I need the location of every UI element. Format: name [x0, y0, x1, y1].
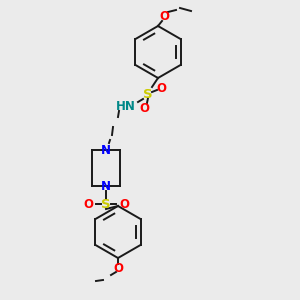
- Text: O: O: [156, 82, 166, 95]
- Text: O: O: [119, 197, 129, 211]
- Text: O: O: [83, 197, 93, 211]
- Text: O: O: [159, 10, 169, 22]
- Text: S: S: [101, 197, 111, 211]
- Text: N: N: [101, 143, 111, 157]
- Text: O: O: [113, 262, 123, 275]
- Text: N: N: [101, 179, 111, 193]
- Text: S: S: [143, 88, 153, 100]
- Text: HN: HN: [116, 100, 136, 112]
- Text: O: O: [139, 103, 149, 116]
